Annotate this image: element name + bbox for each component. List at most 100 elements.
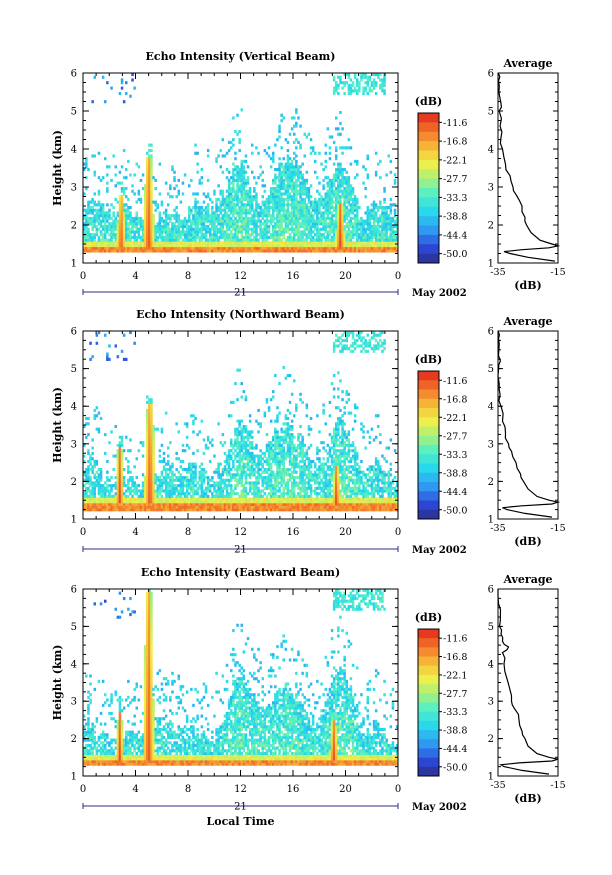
heatmap-cell [196,225,199,229]
heatmap-cell [238,208,241,212]
heatmap-cell [209,214,212,218]
heatmap-cell [89,216,92,220]
heatmap-cell [303,197,306,201]
heatmap-cell [347,83,351,87]
heatmap-cell [87,470,90,474]
heatmap-cell [185,467,189,472]
heatmap-cell [387,219,390,223]
heatmap-cell [337,162,340,166]
heatmap-cell [351,197,355,201]
heatmap-cell [293,211,296,215]
heatmap-cell [293,227,296,231]
heatmap-cell [272,192,275,196]
heatmap-cell [133,192,136,196]
heatmap-cell [183,492,187,496]
heatmap-cell [150,203,153,207]
heatmap-cell [190,246,193,250]
heatmap-cell [213,484,216,488]
heatmap-cell [225,227,229,231]
heatmap-cell [295,124,298,128]
heatmap-cell [238,368,241,372]
heatmap-cell [194,500,197,504]
heatmap-cell [131,249,134,253]
heatmap-cell [146,422,149,426]
heatmap-cell [150,494,153,498]
heatmap-cell [162,230,166,234]
heatmap-cell [150,403,153,407]
heatmap-cell [324,230,327,234]
heatmap-cell [221,481,225,485]
heatmap-cell [148,425,151,429]
heatmap-cell [146,225,149,229]
heatmap-cell [198,494,201,498]
heatmap-cell [238,178,241,182]
heatmap-cell [104,481,107,485]
heatmap-cell [349,203,353,207]
heatmap-cell [116,230,120,234]
heatmap-cell [332,233,336,237]
heatmap-cell [391,230,395,234]
heatmap-cell [99,500,103,504]
heatmap-cell [318,241,321,245]
heatmap-cell [188,446,191,450]
heatmap-cell [99,470,103,474]
heatmap-cell [234,241,237,245]
heatmap-cell [110,178,113,182]
heatmap-cell [156,502,159,506]
heatmap-cell [154,208,157,212]
heatmap-cell [120,484,124,488]
heatmap-cell [146,241,149,245]
heatmap-cell [129,214,132,218]
heatmap-cell [234,192,237,196]
heatmap-cell [160,219,164,223]
heatmap-cell [188,206,191,210]
heatmap-cell [242,178,246,182]
heatmap-cell [148,454,151,458]
heatmap-cell [185,443,189,447]
heatmap-cell [188,249,191,253]
heatmap-cell [383,78,386,82]
heatmap-cell [135,508,138,512]
heatmap-cell [114,492,117,496]
heatmap-cell [185,241,189,245]
heatmap-cell [223,494,227,498]
heatmap-cell [87,219,90,223]
heatmap-cell [286,149,290,153]
heatmap-cell [217,227,220,231]
heatmap-cell [290,173,294,177]
heatmap-cell [215,481,218,485]
heatmap-cell [326,192,330,196]
heatmap-cell [381,219,384,223]
heatmap-cell [332,222,336,226]
heatmap-cell [146,230,149,234]
heatmap-cell [230,176,233,180]
heatmap-cell [135,497,138,501]
heatmap-cell [112,225,115,229]
heatmap-cell [297,203,300,207]
heatmap-cell [146,178,149,182]
heatmap-cell [127,225,130,229]
heatmap-cell [162,238,166,242]
heatmap-cell [202,478,206,482]
heatmap-cell [282,230,285,234]
heatmap-cell [190,467,193,472]
heatmap-cell [332,176,336,180]
heatmap-cell [276,197,279,201]
heatmap-cell [232,138,235,142]
heatmap-cell [278,173,281,177]
heatmap-cell [259,241,262,245]
heatmap-cell [326,235,330,239]
heatmap-cell [234,222,237,226]
heatmap-cell [364,187,367,191]
heatmap-cell [318,230,321,234]
heatmap-cell [116,200,120,204]
heatmap-cell [221,235,225,239]
heatmap-cell [213,246,216,250]
heatmap-cell [190,227,193,231]
heatmap-cell [230,505,233,509]
heatmap-cell [391,246,395,250]
heatmap-cell [267,249,271,253]
heatmap-cell [112,219,115,223]
heatmap-cell [116,492,120,496]
heatmap-cell [83,454,86,458]
